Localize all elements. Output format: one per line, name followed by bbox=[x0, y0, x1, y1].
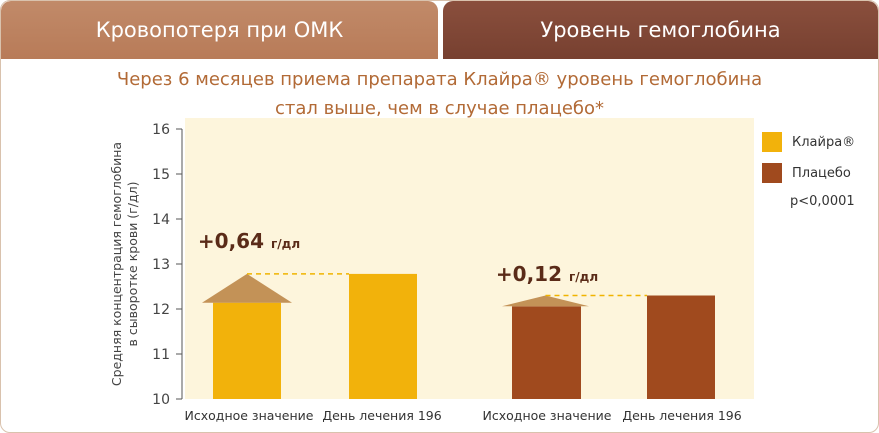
legend-label-klaira: Клайра® bbox=[792, 134, 856, 150]
increase-arrow bbox=[202, 273, 292, 303]
bar bbox=[512, 306, 581, 399]
x-tick-label: День лечения 196 bbox=[322, 408, 441, 423]
y-tick-label: 12 bbox=[152, 302, 170, 318]
y-axis-label: Средняя концентрация гемоглобинав сыворо… bbox=[109, 142, 140, 386]
bar bbox=[647, 295, 715, 399]
y-tick-label: 11 bbox=[152, 347, 170, 363]
increase-arrow bbox=[502, 295, 589, 307]
y-axis-label-line-1: Средняя концентрация гемоглобина bbox=[109, 142, 124, 386]
delta-label: +0,12 г/дл bbox=[496, 262, 598, 286]
x-tick-label: Исходное значение bbox=[185, 408, 314, 423]
x-tick-label: День лечения 196 bbox=[622, 408, 741, 423]
legend-item-placebo: Плацебо bbox=[762, 163, 851, 183]
delta-value: +0,64 bbox=[198, 229, 271, 253]
delta-unit: г/дл bbox=[569, 270, 598, 284]
legend-label-placebo: Плацебо bbox=[792, 165, 851, 181]
chart-heading-line-1: Через 6 месяцев приема препарата Клайра®… bbox=[116, 69, 763, 90]
delta-unit: г/дл bbox=[271, 237, 300, 251]
x-tick-label: Исходное значение bbox=[483, 408, 612, 423]
bar bbox=[349, 273, 417, 399]
tab-hemoglobin[interactable]: Уровень гемоглобина bbox=[443, 1, 878, 59]
y-tick-label: 14 bbox=[152, 212, 170, 228]
chart-heading: Через 6 месяцев приема препарата Клайра®… bbox=[1, 65, 878, 123]
p-value: p<0,0001 bbox=[790, 194, 855, 209]
delta-value: +0,12 bbox=[496, 262, 569, 286]
tab-blood-loss[interactable]: Кровопотеря при ОМК bbox=[1, 1, 438, 59]
y-tick-label: 16 bbox=[152, 122, 170, 138]
legend-swatch-placebo bbox=[762, 163, 782, 183]
chart-heading-line-2: стал выше, чем в случае плацебо* bbox=[274, 98, 605, 119]
y-tick-label: 15 bbox=[152, 167, 170, 183]
legend-item-klaira: Клайра® bbox=[762, 132, 855, 152]
bar bbox=[213, 302, 281, 399]
y-tick-label: 13 bbox=[152, 257, 170, 273]
legend-swatch-klaira bbox=[762, 132, 782, 152]
y-axis-label-line-2: в сыворотке крови (г/дл) bbox=[125, 182, 140, 347]
delta-label: +0,64 г/дл bbox=[198, 229, 300, 253]
y-tick-label: 10 bbox=[152, 392, 170, 408]
tab-bar: Кровопотеря при ОМК Уровень гемоглобина bbox=[1, 1, 878, 59]
